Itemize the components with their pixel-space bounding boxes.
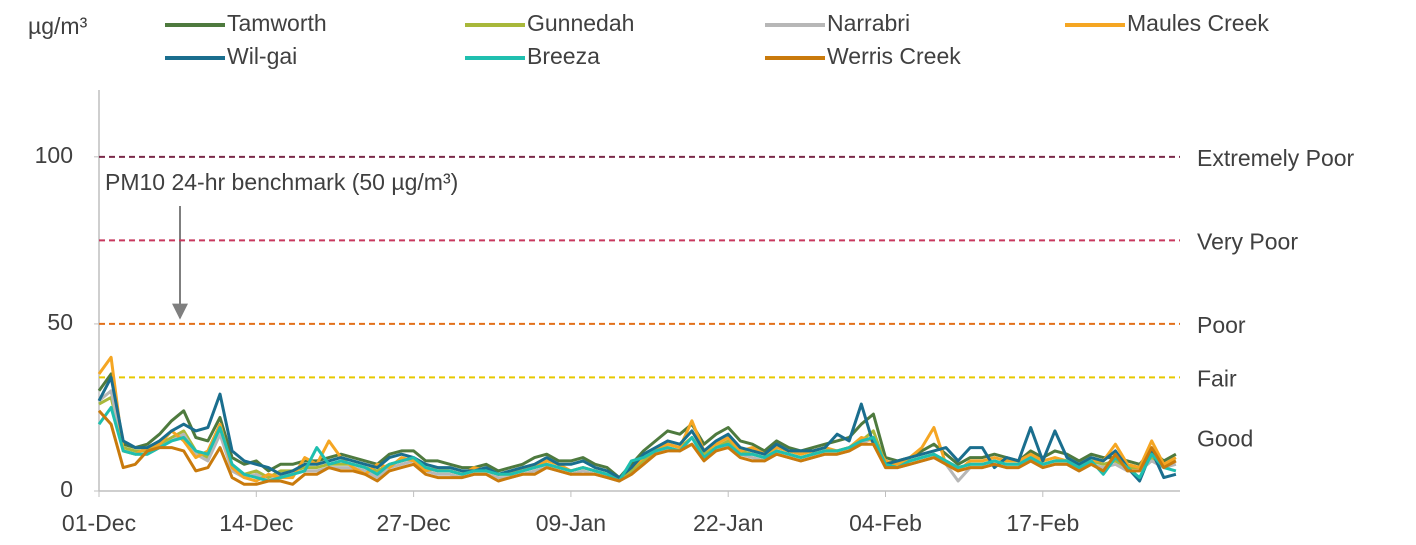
series-line [97,372,1177,480]
x-tick-label: 27-Dec [377,510,451,536]
y-tick-label: 50 [47,309,73,335]
legend-label: Breeza [527,43,600,69]
reference-label: Very Poor [1197,228,1298,254]
reference-label: Poor [1197,312,1246,338]
y-tick-label: 100 [35,142,73,168]
series-line [97,409,1177,486]
legend-label: Maules Creek [1127,10,1269,36]
annotation: PM10 24-hr benchmark (50 µg/m³) [105,169,458,195]
reference-label: Fair [1197,365,1237,391]
x-tick-label: 01-Dec [62,510,136,536]
x-tick-label: 04-Feb [849,510,922,536]
x-tick-label: 17-Feb [1006,510,1079,536]
y-tick-label: 0 [60,476,73,502]
x-tick-label: 22-Jan [693,510,763,536]
band-label: Good [1197,426,1253,452]
reference-label: Extremely Poor [1197,145,1355,171]
legend-label: Tamworth [227,10,327,36]
x-tick-label: 09-Jan [536,510,606,536]
legend-label: Werris Creek [827,43,961,69]
legend-label: Narrabri [827,10,910,36]
legend-label: Wil-gai [227,43,297,69]
x-tick-label: 14-Dec [219,510,293,536]
y-unit: µg/m³ [28,13,88,39]
legend-label: Gunnedah [527,10,634,36]
series-line [97,406,1177,483]
